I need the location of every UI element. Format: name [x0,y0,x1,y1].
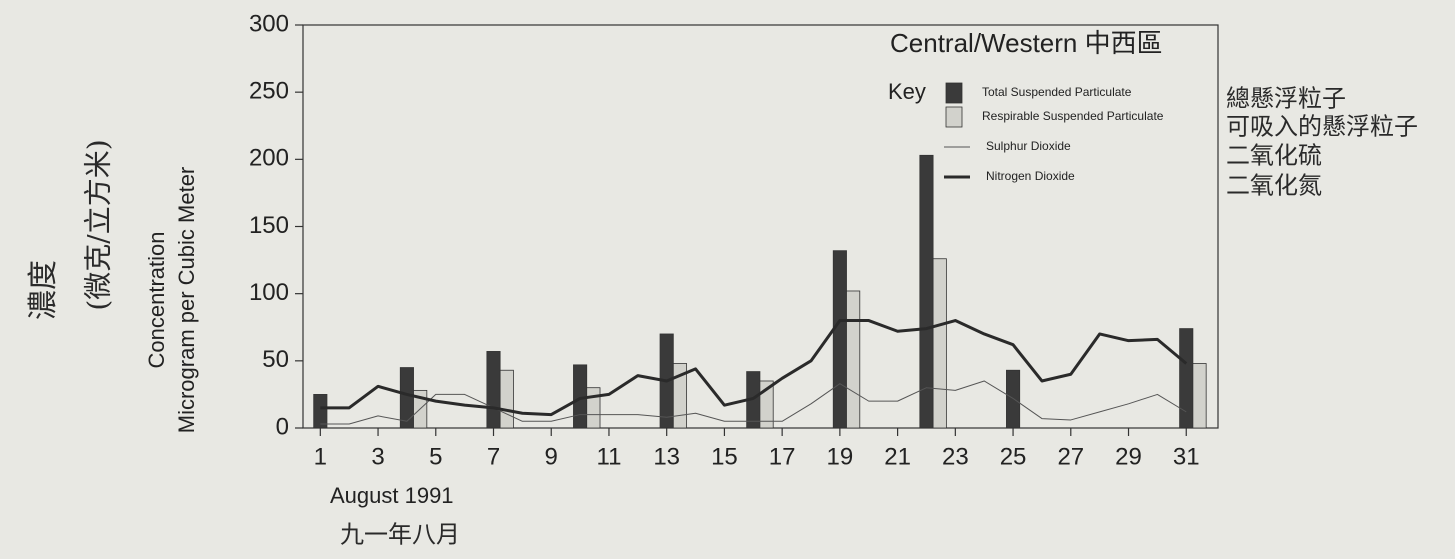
y-tick-label: 250 [249,78,289,105]
x-tick-label: 17 [769,443,796,470]
y-tick-label: 50 [262,346,289,373]
x-label-chinese: 九一年八月 [340,521,460,549]
y-tick-label: 100 [249,279,289,306]
x-tick-label: 23 [942,443,969,470]
legend-label-chinese: 二氧化硫 [1226,142,1322,170]
legend-label-chinese: 二氧化氮 [1226,172,1322,200]
x-tick-label: 29 [1115,443,1142,470]
y-tick-label: 150 [249,212,289,239]
y-label: Microgram per Cubic Meter [174,167,199,434]
bar [399,367,414,429]
legend-label: Nitrogen Dioxide [986,169,1075,183]
y-label-chinese: (微克/立方米) [82,139,115,310]
legend-swatch [945,106,963,128]
y-tick-label: 200 [249,145,289,172]
x-tick-label: 19 [827,443,854,470]
x-tick-label: 5 [429,443,442,470]
legend-label: Sulphur Dioxide [986,139,1071,153]
legend-label-chinese: 總懸浮粒子 [1226,85,1346,113]
bar [1192,363,1207,429]
y-label-chinese: 濃度 [26,260,61,320]
x-tick-label: 11 [597,443,622,470]
bar [932,258,947,429]
x-tick-label: 15 [711,443,738,470]
bar [1006,369,1021,429]
legend-label: Respirable Suspended Particulate [982,109,1164,123]
chart-title: Central/Western 中西區 [890,28,1163,58]
bar [486,351,501,429]
bar [313,394,328,429]
y-tick-label: 300 [249,10,289,37]
x-tick-label: 25 [1000,443,1027,470]
y-label: Concentration [144,232,169,369]
x-label: August 1991 [330,483,454,508]
bar [919,154,934,429]
x-tick-label: 3 [371,443,384,470]
legend-label-chinese: 可吸入的懸浮粒子 [1226,113,1418,141]
legend-label: Total Suspended Particulate [982,85,1132,99]
bar [499,369,514,429]
bar [586,387,601,429]
line [320,319,1188,417]
legend-title: Key [888,79,926,104]
x-tick-label: 21 [884,443,911,470]
bar [672,363,688,429]
x-tick-label: 7 [487,443,500,470]
bar [846,290,861,429]
legend-swatch [945,82,963,104]
x-tick-label: 13 [653,443,680,470]
x-tick-label: 9 [545,443,558,470]
y-tick-label: 0 [276,413,289,440]
x-tick-label: 27 [1057,443,1084,470]
line [320,380,1187,425]
bar [1179,328,1194,429]
x-tick-label: 31 [1173,443,1200,470]
x-tick-label: 1 [314,443,327,470]
bar [832,250,847,429]
